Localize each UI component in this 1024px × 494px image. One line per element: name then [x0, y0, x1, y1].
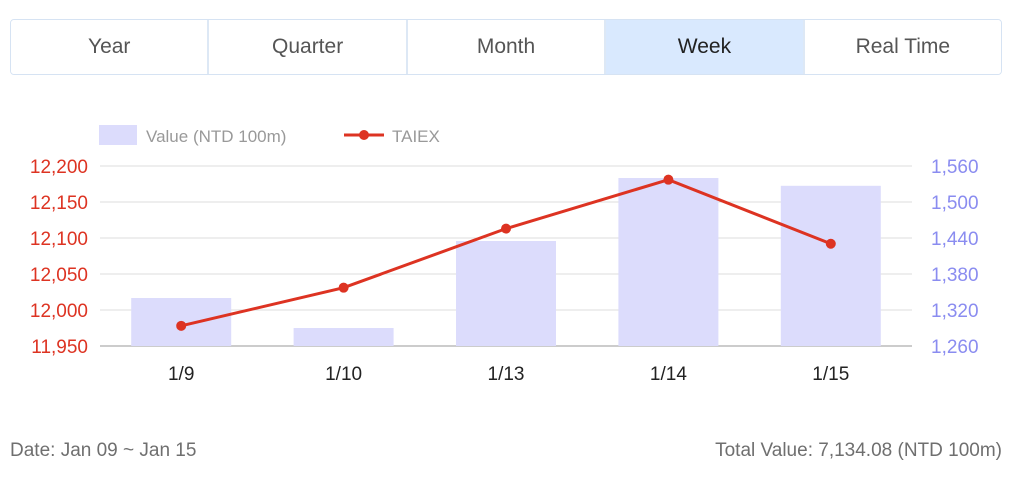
tab-quarter[interactable]: Quarter: [209, 20, 408, 74]
left-axis-tick-label: 11,950: [31, 337, 88, 358]
value-bar: [618, 178, 719, 346]
left-axis-tick-label: 12,050: [30, 265, 88, 286]
right-axis-tick-label: 1,440: [931, 229, 979, 250]
taiex-point: [501, 223, 511, 234]
left-axis-tick-label: 12,150: [30, 193, 88, 214]
x-axis-tick-label: 1/15: [812, 364, 849, 385]
value-bar: [293, 328, 394, 346]
tab-week[interactable]: Week: [606, 20, 805, 74]
right-axis-tick-label: 1,320: [931, 301, 979, 322]
value-bar: [780, 185, 881, 346]
right-axis-tick-label: 1,380: [931, 265, 979, 286]
taiex-point: [176, 320, 187, 331]
right-axis-tick-label: 1,500: [931, 193, 979, 214]
x-axis-tick-label: 1/14: [650, 364, 687, 385]
x-axis-tick-label: 1/13: [488, 364, 525, 385]
right-axis-tick-label: 1,260: [931, 337, 979, 358]
x-axis-tick-label: 1/10: [325, 364, 362, 385]
taiex-point: [338, 282, 349, 293]
legend-marker-taiex: [359, 130, 369, 140]
taiex-point: [825, 238, 836, 249]
right-axis-tick-label: 1,560: [931, 157, 979, 178]
left-axis-tick-label: 12,100: [30, 229, 88, 250]
taiex-point: [663, 174, 674, 185]
x-axis-tick-label: 1/9: [168, 364, 194, 385]
legend-label-taiex: TAIEX: [392, 127, 440, 146]
total-value: Total Value: 7,134.08 (NTD 100m): [715, 440, 1002, 461]
left-axis-tick-label: 12,000: [30, 301, 88, 322]
left-axis-tick-label: 12,200: [30, 157, 88, 178]
tab-month[interactable]: Month: [407, 20, 607, 74]
tab-year[interactable]: Year: [11, 20, 210, 74]
period-tabs: Year Quarter Month Week Real Time: [10, 19, 1002, 75]
taiex-value-chart: 11,950 12,000 12,050 12,100 12,150 12,200 1,26…: [30, 125, 979, 385]
date-range: Date: Jan 09 ~ Jan 15: [10, 440, 197, 461]
tab-real-time[interactable]: Real Time: [804, 20, 1001, 74]
value-bar: [456, 241, 556, 346]
legend-label-value: Value (NTD 100m): [146, 127, 286, 146]
legend-swatch-value: [99, 125, 137, 145]
